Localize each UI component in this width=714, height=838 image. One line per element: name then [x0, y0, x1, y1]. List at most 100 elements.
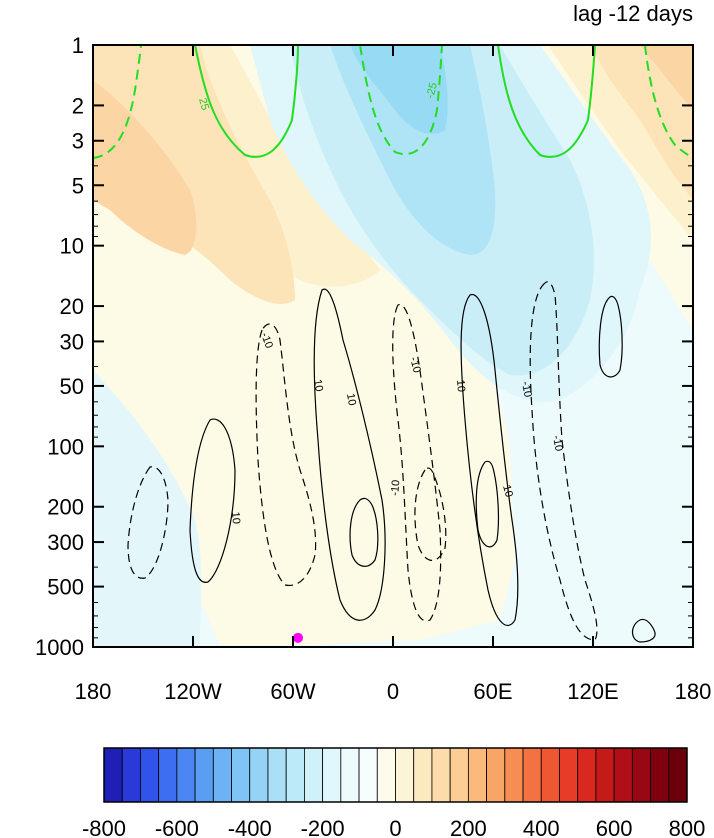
colorbar-swatch — [158, 747, 178, 803]
plot-area: 25 -25 10 -10 10 10 -10 -10 10 10 -10 — [93, 45, 693, 647]
magenta-dot-icon — [293, 632, 303, 643]
colorbar-swatch — [668, 747, 688, 803]
x-tick-label: 120W — [164, 679, 222, 704]
contour-label-c: 10 — [311, 378, 325, 392]
colorbar-label: -600 — [155, 816, 199, 838]
black-contour-dashed-a — [127, 466, 169, 579]
colorbar-swatch — [212, 747, 232, 803]
y-tick-label: 200 — [47, 495, 84, 520]
colorbar-swatch — [577, 747, 597, 803]
y-tick-label: 1 — [72, 33, 84, 58]
colorbar-swatch — [559, 747, 579, 803]
colorbar-swatch — [231, 747, 251, 803]
black-contour-dashed-e — [529, 281, 598, 641]
fill-positive-150-right — [590, 45, 693, 200]
x-tick-label: 180 — [75, 679, 112, 704]
y-axis: 1 2 3 5 10 20 30 50 100 200 300 500 1000 — [35, 33, 693, 660]
colorbar-label: 200 — [450, 816, 487, 838]
colorbar-swatch — [449, 747, 469, 803]
x-tick-label: 120E — [567, 679, 618, 704]
y-tick-label: 50 — [60, 374, 84, 399]
colorbar-label: -400 — [228, 816, 272, 838]
colorbar-swatch — [431, 747, 451, 803]
colorbar-swatch — [194, 747, 214, 803]
y-tick-label: 500 — [47, 575, 84, 600]
fill-positive-150 — [93, 45, 295, 304]
black-contour-solid-d-inner — [475, 460, 500, 548]
y-tick-label: 300 — [47, 530, 84, 555]
colorbar-swatch — [176, 747, 196, 803]
y-tick-label: 1000 — [35, 635, 84, 660]
colorbar-frame — [103, 747, 688, 803]
y-tick-label: 30 — [60, 329, 84, 354]
contour-label-e: -10 — [389, 479, 402, 496]
y-tick-label: 2 — [72, 93, 84, 118]
contour-label-i: -10 — [519, 380, 534, 398]
colorbar-label: -200 — [301, 816, 345, 838]
x-tick-label: 60E — [473, 679, 512, 704]
fill-positive-200-right — [640, 45, 693, 110]
green-contour-dashed-3 — [644, 45, 693, 159]
colorbar-swatch — [140, 747, 160, 803]
colorbar-swatch — [322, 747, 342, 803]
y-tick-label: 10 — [60, 234, 84, 259]
y-tick-label: 20 — [60, 294, 84, 319]
black-contour-dashed-c-inner — [414, 467, 447, 561]
colorbar-swatch — [249, 747, 269, 803]
contour-label-b: -10 — [258, 331, 275, 350]
contour-label-d: 10 — [344, 392, 358, 406]
colorbar-swatch — [486, 747, 506, 803]
fill-negative-lower-left — [93, 370, 202, 647]
fill-positive-200 — [93, 80, 197, 255]
black-contour-solid-b-inner — [349, 497, 379, 567]
colorbar-swatch — [304, 747, 324, 803]
y-tick-label: 5 — [72, 173, 84, 198]
colorbar-swatch — [522, 747, 542, 803]
contour-label-g: 10 — [454, 379, 467, 392]
colorbar-swatch — [103, 747, 123, 803]
colorbar-label: -800 — [82, 816, 126, 838]
contour-label-h: 10 — [500, 484, 515, 499]
colorbar-label: 600 — [596, 816, 633, 838]
black-contour-solid-a — [189, 418, 236, 583]
black-contour-solid-g — [631, 618, 656, 643]
black-contour-labels: 10 -10 10 10 -10 -10 10 10 -10 -10 — [229, 331, 565, 525]
black-contour-dashed-c — [392, 304, 442, 622]
x-tick-label: 180 — [675, 679, 712, 704]
green-contour-dashed-1 — [93, 45, 142, 159]
colorbar: -800 -600 -400 -200 0 200 400 600 800 — [82, 747, 705, 838]
contour-label-j: -10 — [550, 434, 565, 452]
colorbar-swatch — [413, 747, 433, 803]
green-contour-label-pos: 25 — [196, 97, 211, 112]
colorbar-swatch — [504, 747, 524, 803]
colorbar-swatch — [340, 747, 360, 803]
y-tick-label: 3 — [72, 129, 84, 154]
colorbar-swatch — [540, 747, 560, 803]
colorbar-label: 0 — [389, 816, 401, 838]
colorbar-swatch — [376, 747, 396, 803]
black-contours — [127, 281, 656, 643]
x-axis: 180 120W 60W 0 60E 120E 180 — [75, 45, 712, 704]
y-tick-label: 100 — [47, 434, 84, 459]
black-contour-solid-b — [313, 288, 386, 621]
black-contour-solid-f — [598, 295, 623, 378]
colorbar-swatch — [285, 747, 305, 803]
green-contour-solid — [194, 45, 299, 158]
black-contour-dashed-b — [255, 323, 317, 586]
colorbar-swatch — [650, 747, 670, 803]
x-tick-label: 0 — [387, 679, 399, 704]
colorbar-swatch — [267, 747, 287, 803]
colorbar-swatch — [467, 747, 487, 803]
colorbar-swatch — [631, 747, 651, 803]
chart-title: lag -12 days — [573, 1, 693, 26]
fill-negative-150 — [330, 45, 496, 255]
x-tick-label: 60W — [270, 679, 315, 704]
colorbar-swatch — [121, 747, 141, 803]
green-contour-label-neg: -25 — [424, 81, 440, 99]
green-contour-solid-2 — [497, 45, 596, 158]
colorbar-swatch — [613, 747, 633, 803]
contour-label-a: 10 — [229, 511, 242, 524]
colorbar-swatch — [395, 747, 415, 803]
fill-negative-200 — [350, 45, 448, 134]
